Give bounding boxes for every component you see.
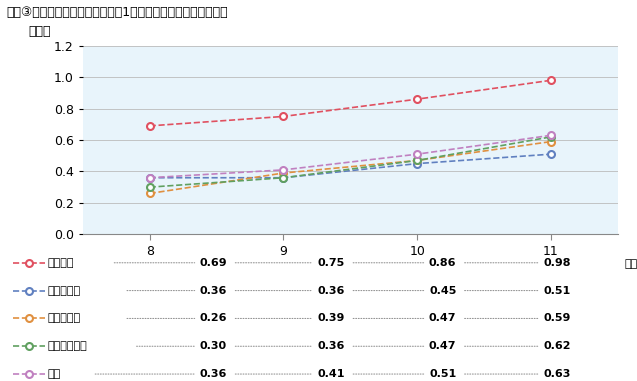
Text: 0.30: 0.30 <box>200 341 227 351</box>
Text: 0.51: 0.51 <box>429 369 456 379</box>
Text: 0.36: 0.36 <box>318 341 345 351</box>
Text: 全体: 全体 <box>48 369 61 379</box>
Text: 0.36: 0.36 <box>200 369 227 379</box>
Text: （年度）: （年度） <box>625 259 637 269</box>
Text: 0.26: 0.26 <box>199 314 227 323</box>
Text: 内部部局: 内部部局 <box>48 258 75 268</box>
Text: 0.51: 0.51 <box>544 286 571 296</box>
Text: 0.59: 0.59 <box>544 314 571 323</box>
Text: 0.86: 0.86 <box>429 258 457 268</box>
Text: 地方支分部局: 地方支分部局 <box>48 341 87 351</box>
Text: 施設等機関: 施設等機関 <box>48 286 81 296</box>
Text: 0.47: 0.47 <box>429 341 457 351</box>
Y-axis label: （台）: （台） <box>29 25 51 38</box>
Text: 特別の機関: 特別の機関 <box>48 314 81 323</box>
Text: 0.36: 0.36 <box>200 286 227 296</box>
Text: 図表③　中央省庁等における職员1人当たりのパソコン配備台数: 図表③ 中央省庁等における職员1人当たりのパソコン配備台数 <box>6 6 228 19</box>
Text: 0.63: 0.63 <box>544 369 571 379</box>
Text: 0.62: 0.62 <box>543 341 571 351</box>
Text: 0.69: 0.69 <box>199 258 227 268</box>
Text: 0.41: 0.41 <box>317 369 345 379</box>
Text: 0.39: 0.39 <box>318 314 345 323</box>
Text: 0.36: 0.36 <box>318 286 345 296</box>
Text: 0.98: 0.98 <box>543 258 571 268</box>
Text: 0.45: 0.45 <box>429 286 456 296</box>
Text: 0.47: 0.47 <box>429 314 457 323</box>
Text: 0.75: 0.75 <box>318 258 345 268</box>
